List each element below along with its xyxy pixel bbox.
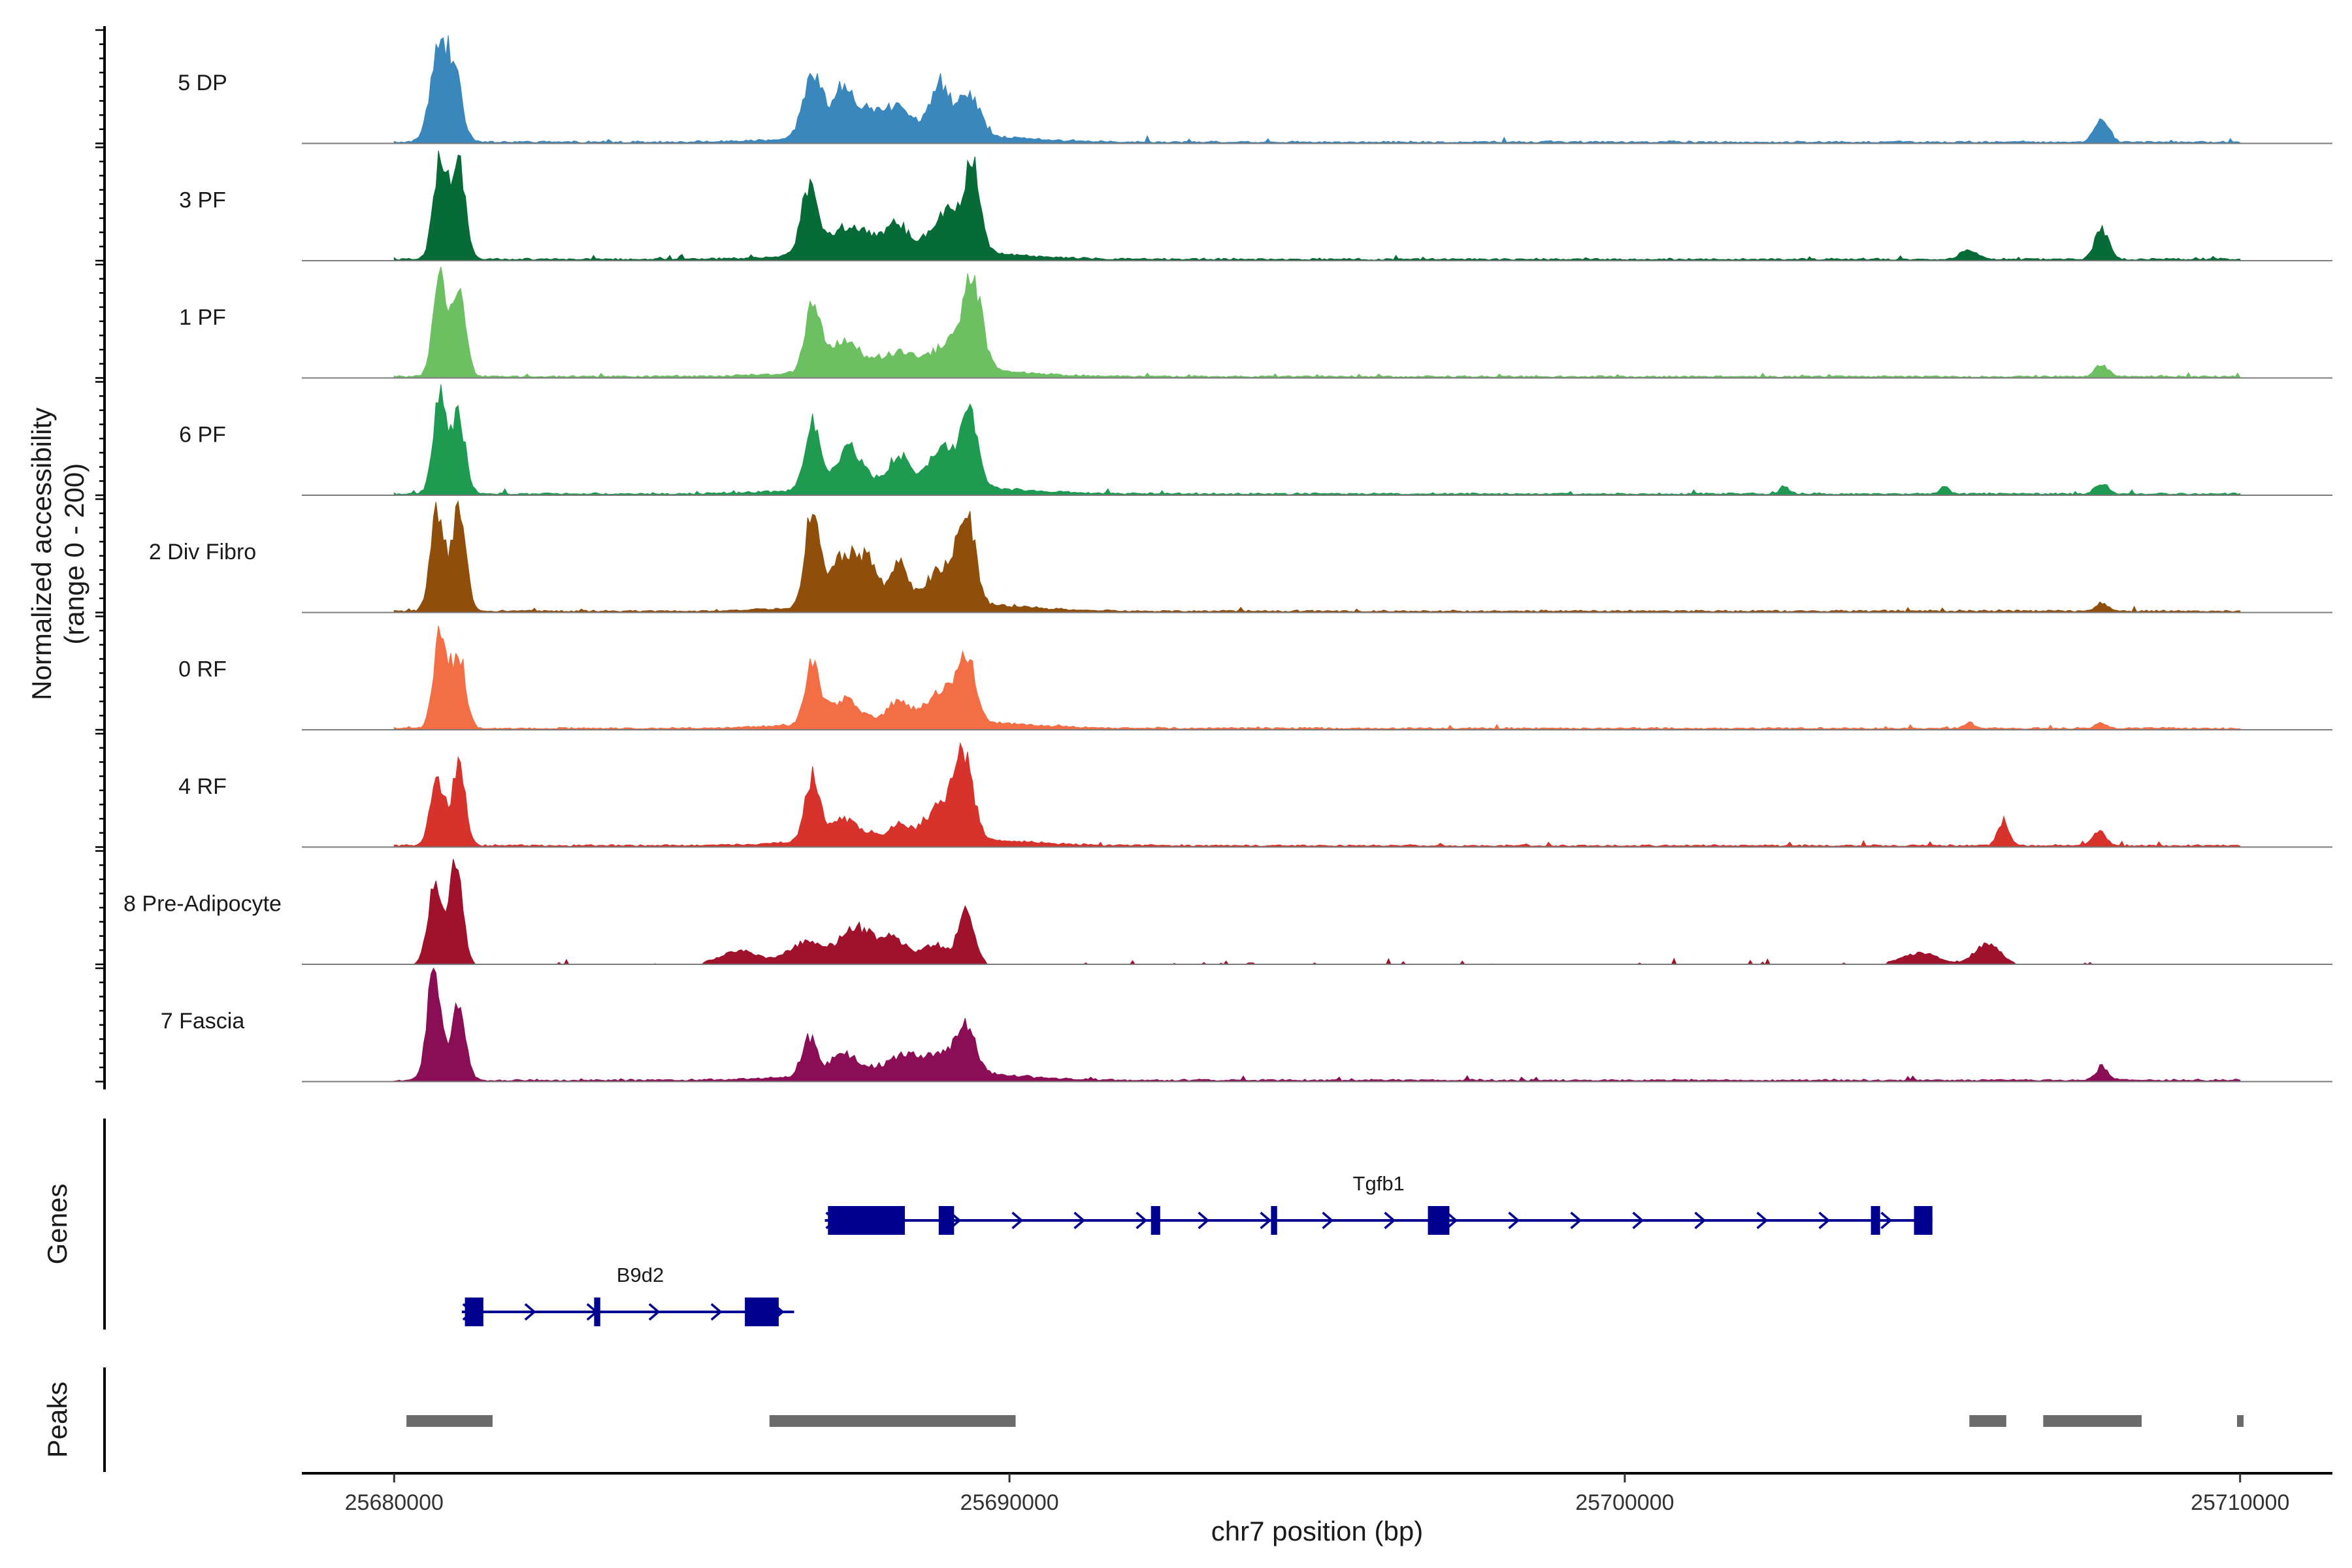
coverage-track: 2 Div Fibro (149, 500, 2332, 613)
gene-exon (938, 1206, 955, 1235)
strand-arrow (1198, 1211, 1210, 1230)
strand-arrow (1384, 1211, 1396, 1230)
coverage-area (393, 500, 2241, 613)
coverage-track: 8 Pre-Adipocyte (123, 858, 2332, 965)
x-axis-tick-label: 25700000 (1575, 1490, 1674, 1515)
peak-region-bar (2237, 1415, 2244, 1427)
gene-model: B9d2 (461, 1264, 794, 1326)
coverage-area (393, 266, 2241, 378)
strand-arrow (1322, 1211, 1334, 1230)
peak-region-bar (2043, 1415, 2142, 1427)
gene-exon (1914, 1206, 1933, 1235)
gene-exon (1428, 1206, 1450, 1235)
peak-region-bar (406, 1415, 493, 1427)
coverage-track: 3 PF (179, 150, 2332, 261)
y-axis-title-line-2: (range 0 - 200) (59, 463, 90, 645)
x-axis-ticks: 25680000 25690000 25700000 25710000 (345, 1473, 2289, 1515)
strand-arrow (710, 1303, 723, 1321)
gene-name-label: Tgfb1 (1353, 1172, 1405, 1195)
genes-panel-label: Genes (42, 1184, 73, 1265)
track-label: 4 RF (178, 774, 227, 799)
track-label: 8 Pre-Adipocyte (123, 892, 282, 917)
coverage-track: 1 PF (179, 266, 2332, 379)
strand-arrow (524, 1303, 536, 1321)
track-label: 5 DP (178, 71, 227, 95)
y-axis-title-line-1: Normalized accessibility (26, 408, 57, 700)
strand-arrow (1508, 1211, 1520, 1230)
peak-region-bar (769, 1415, 1016, 1427)
coverage-track: 4 RF (178, 742, 2332, 848)
strand-arrow (1694, 1211, 1707, 1230)
coverage-track: 6 PF (179, 384, 2332, 496)
strand-arrow (1073, 1211, 1086, 1230)
gene-exon (745, 1298, 779, 1326)
gene-model: Tgfb1 (825, 1172, 1933, 1235)
track-label: 1 PF (179, 305, 226, 330)
strand-arrow (1135, 1211, 1148, 1230)
strand-arrow (648, 1303, 661, 1321)
coverage-area (393, 35, 2241, 144)
strand-arrow (1756, 1211, 1769, 1230)
strand-arrow (1011, 1211, 1024, 1230)
track-label: 3 PF (179, 188, 226, 213)
coverage-area (394, 858, 2240, 965)
x-axis-tick-label: 25680000 (345, 1490, 444, 1515)
coverage-area (393, 150, 2241, 261)
strand-arrow (1632, 1211, 1644, 1230)
coverage-track: 0 RF (178, 625, 2332, 730)
peak-regions (406, 1415, 2244, 1427)
gene-exon (465, 1298, 483, 1326)
track-label: 7 Fascia (161, 1009, 245, 1034)
coverage-track: 7 Fascia (161, 967, 2332, 1083)
strand-arrow (1880, 1211, 1893, 1230)
gene-name-label: B9d2 (617, 1264, 664, 1286)
strand-arrow (1818, 1211, 1831, 1230)
peaks-panel-label: Peaks (42, 1382, 73, 1458)
coverage-area (393, 625, 2241, 730)
coverage-tracks: 5 DP 3 PF 1 PF 6 PF 2 Div Fibro 0 RF 4 RF 8 Pre… (123, 35, 2332, 1083)
x-axis-title: chr7 position (bp) (1211, 1516, 1424, 1546)
gene-exon (1870, 1206, 1880, 1235)
x-axis-tick-label: 25690000 (960, 1490, 1058, 1515)
gene-annotations: Tgfb1 B9d2 (461, 1172, 1933, 1326)
gene-exon (1151, 1206, 1160, 1235)
coverage-area (393, 384, 2241, 496)
coverage-track: 5 DP (178, 35, 2332, 144)
strand-arrow (1570, 1211, 1582, 1230)
x-axis-tick-label: 25710000 (2191, 1490, 2289, 1515)
gene-exon (594, 1298, 600, 1326)
coverage-area (393, 742, 2241, 847)
accessibility-axis-ticks (95, 29, 105, 1083)
coverage-area (393, 967, 2241, 1082)
track-label: 6 PF (179, 423, 226, 448)
strand-arrow (1446, 1211, 1458, 1230)
gene-exon (828, 1206, 905, 1235)
track-label: 2 Div Fibro (149, 540, 256, 564)
peak-region-bar (1969, 1415, 2006, 1427)
gene-exon (1271, 1206, 1277, 1235)
track-label: 0 RF (178, 657, 227, 682)
strand-arrow (1260, 1211, 1272, 1230)
